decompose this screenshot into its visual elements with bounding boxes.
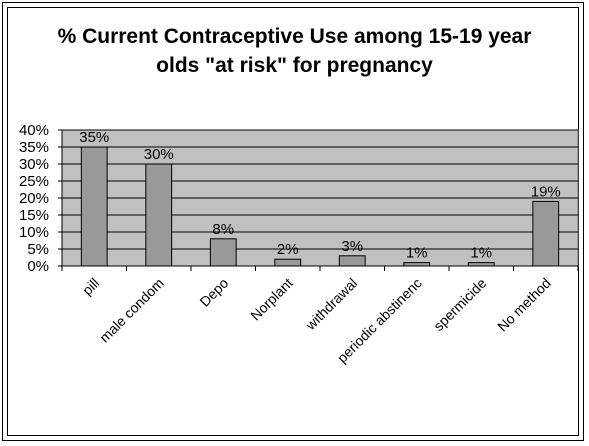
y-tick-label: 5% xyxy=(27,241,49,258)
y-tick-label: 25% xyxy=(19,173,49,190)
data-label: 1% xyxy=(406,245,428,262)
data-label: 30% xyxy=(144,146,174,163)
x-category-label: male condom xyxy=(96,275,167,346)
bar xyxy=(209,238,237,267)
x-category-label: No method xyxy=(494,275,554,335)
data-label: 35% xyxy=(79,129,109,146)
chart-title-line-2: olds "at risk" for pregnancy xyxy=(156,54,433,77)
data-label: 3% xyxy=(341,238,363,255)
bar xyxy=(338,255,366,267)
chart-title: % Current Contraceptive Use among 15-19 … xyxy=(0,22,589,80)
chart-title-line-1: % Current Contraceptive Use among 15-19 … xyxy=(57,25,532,48)
bar xyxy=(274,258,302,267)
y-tick-label: 35% xyxy=(19,139,49,156)
data-label: 8% xyxy=(212,221,234,238)
x-category-label: spermicide xyxy=(430,275,489,334)
x-category-label: Depo xyxy=(196,275,231,310)
bar xyxy=(532,200,560,267)
data-label: 1% xyxy=(470,245,492,262)
x-category-label: pill xyxy=(79,275,102,298)
y-tick-label: 10% xyxy=(19,224,49,241)
y-tick-label: 30% xyxy=(19,156,49,173)
bar xyxy=(467,262,495,267)
x-category-label: Norplant xyxy=(247,275,296,324)
y-tick-label: 15% xyxy=(19,207,49,224)
y-tick-label: 0% xyxy=(27,258,49,275)
data-label: 2% xyxy=(277,241,299,258)
y-tick-label: 20% xyxy=(19,190,49,207)
y-tick-label: 40% xyxy=(19,122,49,139)
bar xyxy=(145,163,173,267)
x-category-label: withdrawal xyxy=(302,275,361,334)
bar xyxy=(403,262,431,267)
bar xyxy=(80,146,108,267)
data-label: 19% xyxy=(531,183,561,200)
